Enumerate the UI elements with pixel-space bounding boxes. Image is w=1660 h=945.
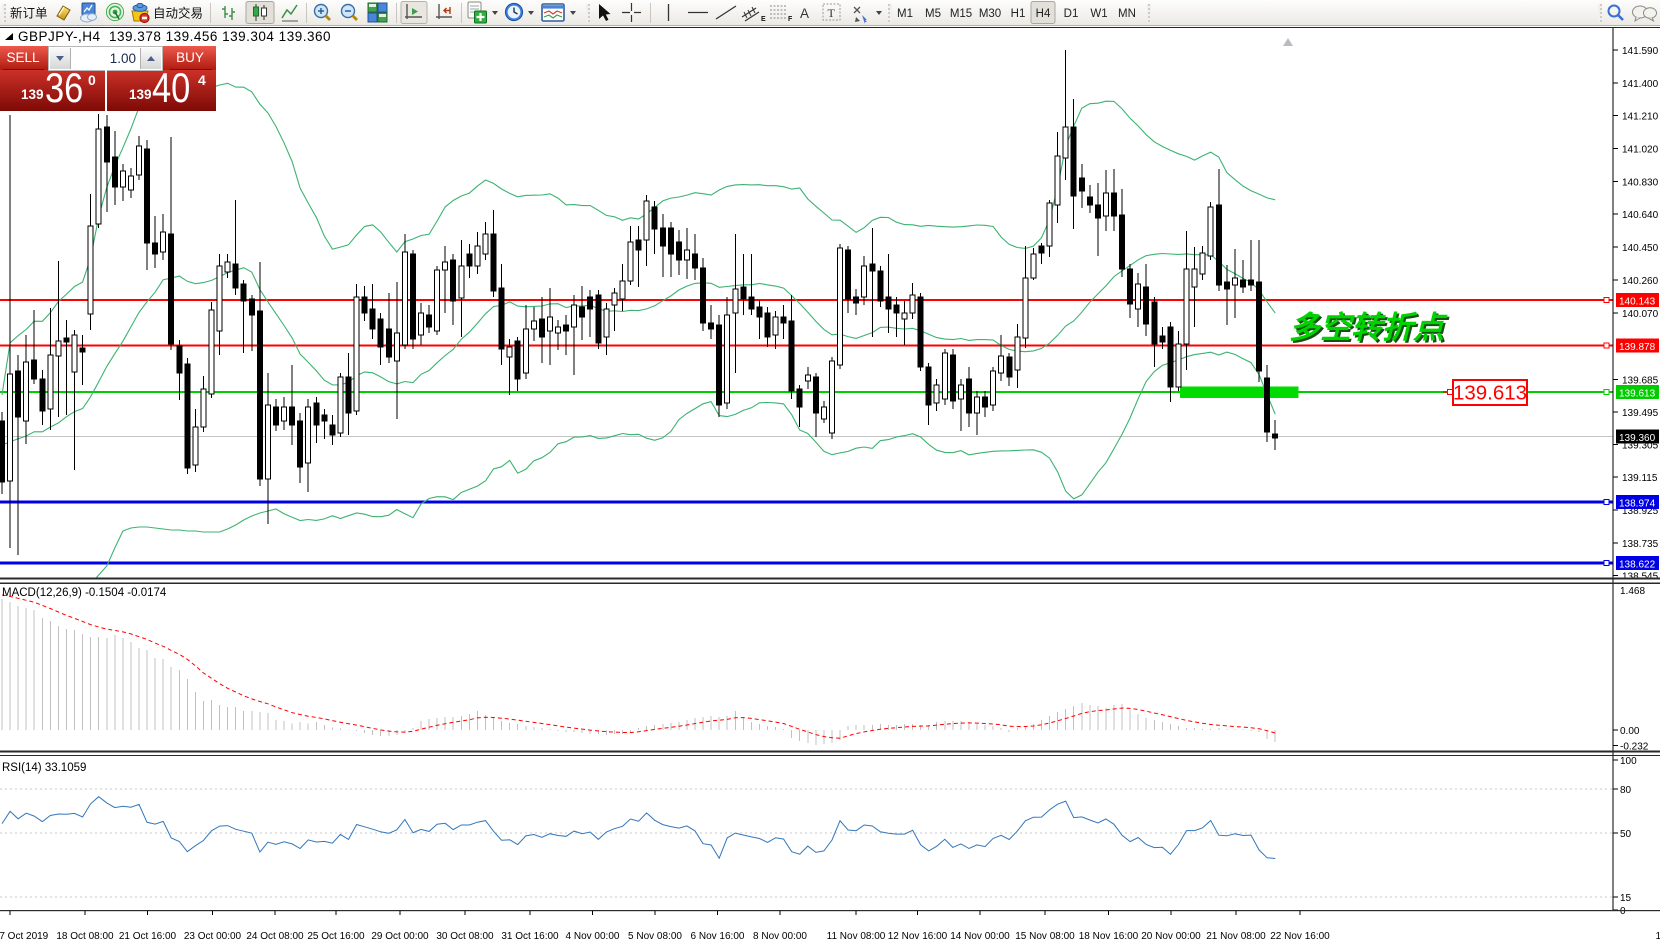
svg-text:24 Oct 08:00: 24 Oct 08:00: [246, 931, 304, 942]
svg-text:M30: M30: [979, 8, 1001, 20]
svg-text:22 Nov 16:00: 22 Nov 16:00: [1270, 931, 1330, 942]
svg-text:H4: H4: [1036, 8, 1051, 20]
svg-text:17 Oct 2019: 17 Oct 2019: [0, 931, 49, 942]
svg-text:139.878: 139.878: [1619, 342, 1656, 353]
svg-text:14 Nov 00:00: 14 Nov 00:00: [950, 931, 1010, 942]
svg-text:M1: M1: [897, 8, 913, 20]
svg-text:0.00: 0.00: [1620, 726, 1640, 737]
svg-text:139.360: 139.360: [1619, 433, 1656, 444]
svg-text:140.830: 140.830: [1622, 177, 1659, 188]
svg-text:T: T: [828, 6, 836, 20]
svg-text:30 Oct 08:00: 30 Oct 08:00: [436, 931, 494, 942]
svg-text:139.613: 139.613: [1619, 389, 1656, 400]
svg-text:GBPJPY-,H4 139.378 139.456 13: GBPJPY-,H4 139.378 139.456 139.304 139.3…: [18, 29, 331, 44]
svg-text:139.685: 139.685: [1622, 375, 1659, 386]
svg-text:20 Nov 00:00: 20 Nov 00:00: [1141, 931, 1201, 942]
svg-text:141.590: 141.590: [1622, 46, 1659, 57]
svg-text:MACD(12,26,9) -0.1504 -0.0174: MACD(12,26,9) -0.1504 -0.0174: [2, 587, 167, 599]
svg-text:多空转折点: 多空转折点: [1289, 310, 1448, 345]
svg-text:141.020: 141.020: [1622, 145, 1659, 156]
svg-text:-0.232: -0.232: [1620, 742, 1649, 753]
svg-text:16: 16: [1655, 931, 1660, 942]
svg-text:21 Nov 08:00: 21 Nov 08:00: [1206, 931, 1266, 942]
svg-text:138.735: 138.735: [1622, 539, 1659, 550]
svg-text:139.495: 139.495: [1622, 408, 1659, 419]
svg-text:4 Nov 00:00: 4 Nov 00:00: [566, 931, 620, 942]
svg-text:139.115: 139.115: [1622, 473, 1658, 484]
svg-text:141.210: 141.210: [1622, 112, 1659, 123]
svg-text:6 Nov 16:00: 6 Nov 16:00: [691, 931, 745, 942]
svg-text:15: 15: [1620, 893, 1632, 904]
svg-text:29 Oct 00:00: 29 Oct 00:00: [371, 931, 429, 942]
svg-text:5 Nov 08:00: 5 Nov 08:00: [628, 931, 682, 942]
svg-text:23 Oct 00:00: 23 Oct 00:00: [184, 931, 242, 942]
svg-text:140.450: 140.450: [1622, 243, 1659, 254]
svg-text:138.925: 138.925: [1622, 506, 1659, 517]
svg-text:139.613: 139.613: [1453, 382, 1527, 405]
svg-text:31 Oct 16:00: 31 Oct 16:00: [501, 931, 559, 942]
svg-text:80: 80: [1620, 785, 1632, 796]
svg-text:11 Nov 08:00: 11 Nov 08:00: [827, 931, 886, 942]
svg-text:12 Nov 16:00: 12 Nov 16:00: [888, 931, 948, 942]
svg-text:M5: M5: [925, 8, 941, 20]
svg-text:0: 0: [1620, 906, 1626, 917]
svg-text:141.400: 141.400: [1622, 79, 1659, 90]
svg-text:E: E: [761, 16, 766, 23]
svg-text:H1: H1: [1011, 8, 1026, 20]
svg-text:25 Oct 16:00: 25 Oct 16:00: [307, 931, 365, 942]
svg-text:140.640: 140.640: [1622, 210, 1659, 221]
svg-text:8 Nov 00:00: 8 Nov 00:00: [753, 931, 807, 942]
svg-text:138.974: 138.974: [1619, 499, 1656, 510]
svg-text:50: 50: [1620, 829, 1632, 840]
svg-text:MN: MN: [1118, 8, 1136, 20]
svg-text:A: A: [800, 6, 809, 21]
svg-text:W1: W1: [1090, 8, 1107, 20]
svg-text:RSI(14) 33.1059: RSI(14) 33.1059: [2, 762, 86, 774]
svg-text:M15: M15: [950, 8, 972, 20]
svg-text:15 Nov 08:00: 15 Nov 08:00: [1015, 931, 1075, 942]
svg-text:F: F: [788, 16, 793, 23]
svg-text:138.545: 138.545: [1622, 572, 1659, 583]
svg-text:21 Oct 16:00: 21 Oct 16:00: [119, 931, 177, 942]
svg-text:100: 100: [1620, 756, 1637, 767]
svg-text:139.305: 139.305: [1622, 440, 1659, 451]
svg-text:138.622: 138.622: [1619, 560, 1656, 571]
svg-text:新订单: 新订单: [10, 6, 48, 21]
svg-text:140.260: 140.260: [1622, 276, 1659, 287]
svg-text:140.070: 140.070: [1622, 309, 1659, 320]
svg-text:1.468: 1.468: [1620, 586, 1645, 597]
svg-text:D1: D1: [1064, 8, 1079, 20]
svg-text:18 Nov 16:00: 18 Nov 16:00: [1079, 931, 1139, 942]
svg-text:多空转折点: 多空转折点: [1291, 312, 1450, 347]
svg-text:18 Oct 08:00: 18 Oct 08:00: [56, 931, 114, 942]
svg-text:140.143: 140.143: [1619, 297, 1656, 308]
svg-text:自动交易: 自动交易: [153, 6, 203, 21]
